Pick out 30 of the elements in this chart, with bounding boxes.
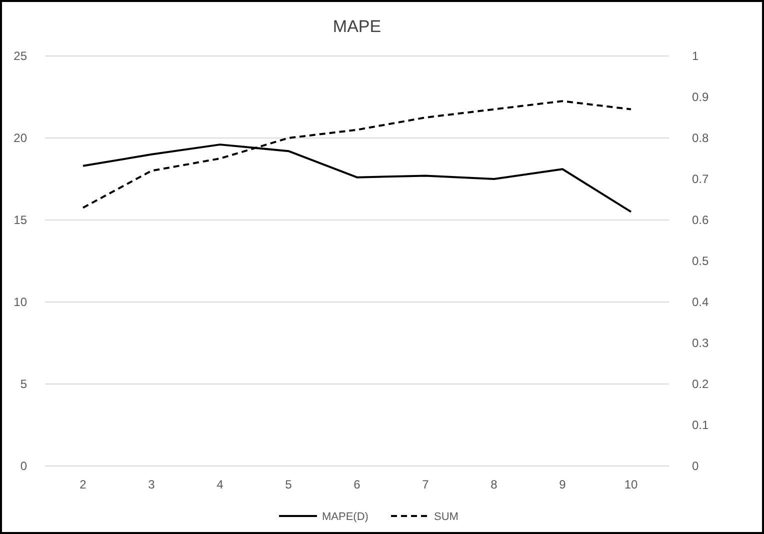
y2-tick-label: 0.3 bbox=[692, 336, 710, 350]
x-tick-label: 7 bbox=[422, 478, 430, 492]
legend-label: SUM bbox=[434, 511, 458, 523]
legend-label: MAPE(D) bbox=[322, 511, 368, 523]
chart-title: MAPE bbox=[332, 17, 382, 36]
x-tick-label: 2 bbox=[80, 478, 87, 492]
y2-tick-label: 1 bbox=[692, 48, 699, 63]
y-tick-label: 15 bbox=[14, 212, 28, 227]
y2-tick-label: 0 bbox=[692, 458, 699, 473]
y-tick-label: 10 bbox=[14, 294, 28, 309]
y2-tick-label: 0.7 bbox=[692, 172, 710, 186]
y2-tick-label: 0.8 bbox=[692, 130, 710, 145]
y2-tick-label: 0.5 bbox=[692, 254, 710, 268]
y2-tick-label: 0.6 bbox=[692, 212, 710, 227]
y-tick-label: 20 bbox=[14, 130, 28, 145]
x-tick-label: 8 bbox=[490, 478, 498, 492]
x-tick-label: 9 bbox=[559, 478, 566, 492]
y2-tick-label: 0.1 bbox=[692, 418, 710, 432]
y-tick-label: 5 bbox=[20, 376, 28, 391]
y-tick-label: 0 bbox=[20, 458, 28, 473]
y2-tick-label: 0.4 bbox=[692, 294, 710, 309]
x-tick-label: 6 bbox=[354, 478, 361, 492]
x-tick-label: 5 bbox=[285, 478, 292, 492]
x-tick-label: 4 bbox=[216, 478, 224, 492]
y2-tick-label: 0.9 bbox=[692, 90, 710, 104]
x-tick-label: 10 bbox=[624, 478, 638, 492]
y2-tick-label: 0.2 bbox=[692, 376, 710, 391]
x-tick-label: 3 bbox=[148, 478, 156, 492]
line-series bbox=[82, 100, 632, 209]
y-tick-label: 25 bbox=[14, 48, 28, 63]
